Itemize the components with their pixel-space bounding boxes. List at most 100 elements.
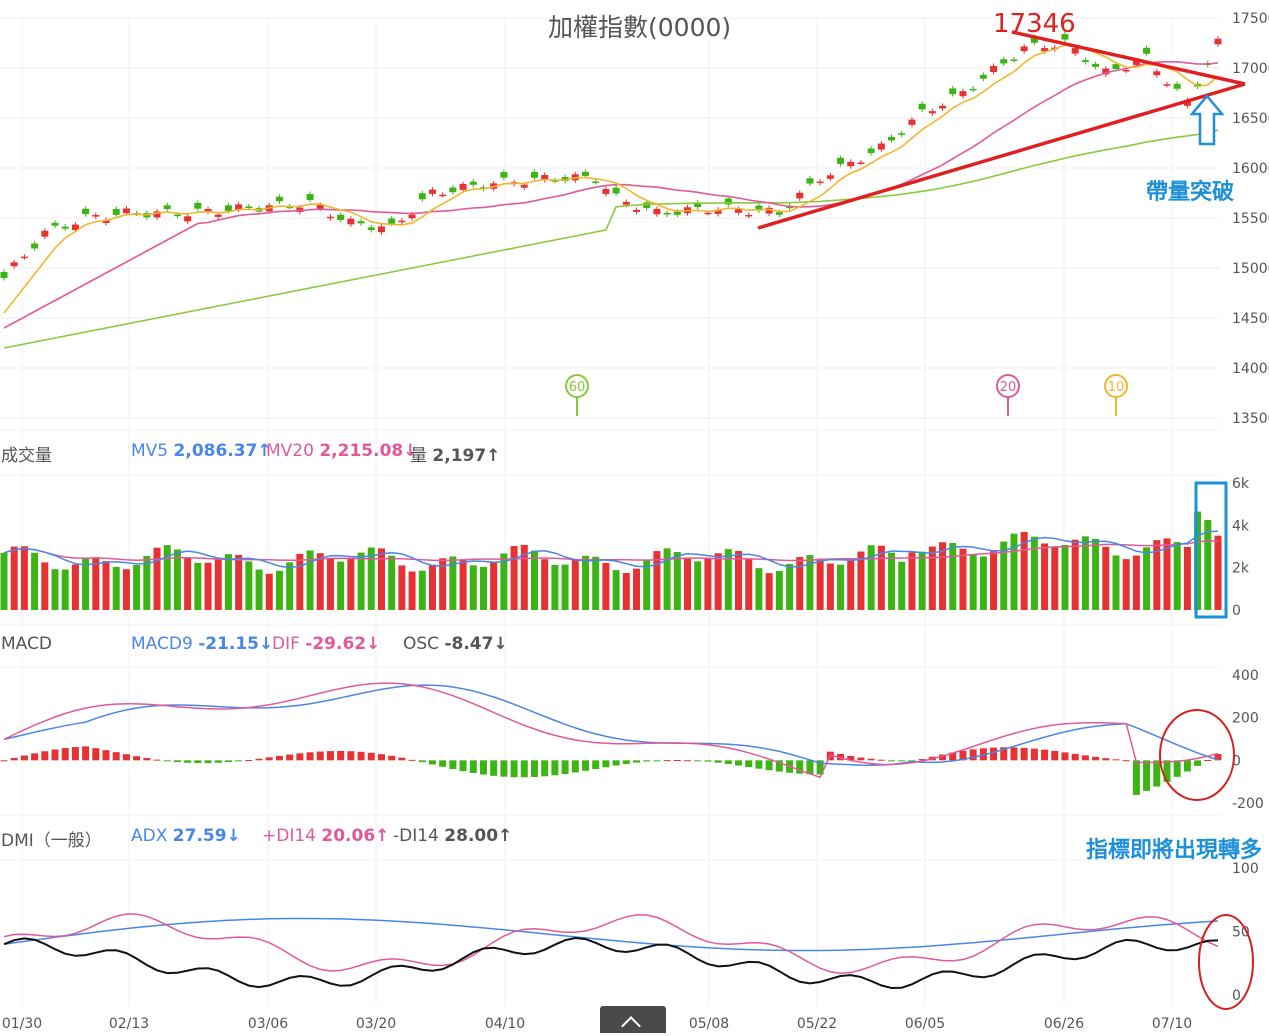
macd-y-tick: -200 — [1232, 796, 1264, 812]
volume-bar — [204, 562, 212, 610]
volume-bar — [296, 553, 304, 610]
volume-bar — [1041, 543, 1049, 610]
scroll-up-handle[interactable] — [600, 1006, 666, 1036]
volume-bar — [786, 563, 794, 610]
osc-bar — [959, 750, 967, 761]
osc-bar — [184, 760, 192, 763]
osc-bar — [520, 760, 528, 778]
osc-bar — [571, 760, 579, 773]
volume-bar — [714, 553, 722, 610]
volume-bar — [867, 545, 875, 610]
osc-bar — [530, 760, 538, 777]
osc-bar — [235, 760, 243, 762]
candle-body — [796, 192, 804, 199]
candle-body — [704, 212, 712, 215]
osc-bar — [694, 760, 702, 762]
candle-body — [990, 66, 998, 72]
osc-bar — [133, 756, 141, 761]
price-y-tick: 16500 — [1232, 111, 1269, 127]
osc-bar — [306, 752, 314, 761]
volume-bar — [1183, 546, 1191, 610]
osc-bar — [316, 751, 324, 761]
osc-bar — [408, 759, 416, 761]
osc-bar — [561, 760, 569, 774]
volume-bar — [1051, 547, 1059, 610]
macd-highlight-circle — [1159, 709, 1235, 801]
osc-bar — [663, 760, 671, 762]
macd9-value: -21.15↓ — [198, 634, 274, 654]
dif-line — [3, 682, 1219, 779]
volume-bar — [490, 562, 498, 610]
volume-bar — [286, 562, 294, 610]
macd9-line — [3, 684, 1219, 766]
volume-y-tick: 0 — [1232, 603, 1241, 619]
volume-bar — [367, 547, 375, 610]
volume-bar — [745, 558, 753, 610]
candle-body — [1041, 48, 1049, 52]
osc-bar — [1112, 759, 1120, 761]
volume-bar — [530, 550, 538, 610]
volume-bar — [418, 570, 426, 610]
volume-bar — [592, 556, 600, 610]
volume-bar — [153, 547, 161, 610]
candle-body — [326, 216, 334, 219]
mv5-value: 2,086.37↑ — [173, 441, 272, 461]
osc-bar — [867, 758, 875, 761]
ma-marker-label: 10 — [1108, 380, 1125, 395]
osc-bar — [684, 760, 692, 762]
candle-body — [888, 136, 896, 141]
candle-body — [347, 218, 355, 225]
osc-bar — [847, 755, 855, 761]
osc-bar — [1163, 760, 1171, 782]
volume-bar — [347, 559, 355, 610]
volume-bar — [847, 559, 855, 610]
candle-body — [10, 262, 18, 267]
osc-bar — [622, 760, 630, 764]
candle-body — [92, 214, 100, 217]
candle-body — [377, 226, 385, 233]
osc-bar — [439, 760, 447, 767]
candle-body — [1081, 60, 1089, 63]
volume-bar — [377, 548, 385, 610]
candle-body — [204, 208, 212, 212]
volume-bar — [479, 566, 487, 610]
volume-bar — [275, 570, 283, 610]
volume-bar — [1020, 531, 1028, 610]
volume-bar — [1112, 555, 1120, 610]
volume-bar — [765, 573, 773, 610]
volume-bar — [816, 558, 824, 610]
candle-body — [1030, 36, 1038, 43]
volume-bar — [633, 568, 641, 610]
volume-bar — [1122, 559, 1130, 610]
osc-bar — [469, 760, 477, 773]
x-tick-label: 05/22 — [797, 1016, 837, 1032]
lower-trendline — [757, 82, 1246, 230]
candle-body — [286, 206, 294, 209]
candle-body — [551, 180, 559, 182]
osc-bar — [1041, 749, 1049, 761]
volume-bar — [500, 553, 508, 610]
candle-body — [296, 207, 304, 213]
candle-body — [908, 119, 916, 125]
osc-bar — [92, 748, 100, 761]
volume-bar — [265, 573, 273, 610]
candle-body — [663, 212, 671, 215]
candle-body — [939, 105, 947, 109]
candle-body — [439, 194, 447, 197]
volume-bar — [1102, 546, 1110, 610]
macd9-label: MACD9 -21.15↓ — [131, 634, 274, 654]
candle-body — [418, 193, 426, 200]
candle-body — [122, 208, 130, 214]
volume-bar — [898, 561, 906, 610]
candle-body — [224, 205, 232, 211]
osc-bar — [745, 760, 753, 768]
osc-bar — [939, 754, 947, 761]
osc-bar — [765, 760, 773, 771]
volume-bar — [561, 564, 569, 610]
osc-bar — [643, 760, 651, 762]
volume-bar — [10, 546, 18, 610]
volume-bar — [673, 551, 681, 610]
candle-body — [153, 211, 161, 218]
candle-body — [561, 177, 569, 182]
